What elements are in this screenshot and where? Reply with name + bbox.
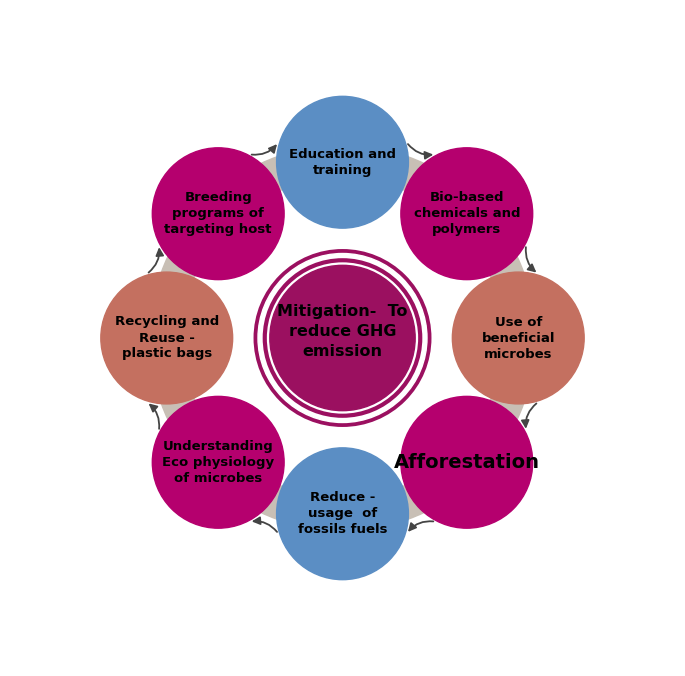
Text: Use of
beneficial
microbes: Use of beneficial microbes: [482, 316, 555, 360]
Circle shape: [401, 396, 533, 528]
Circle shape: [401, 148, 533, 280]
Text: Understanding
Eco physiology
of microbes: Understanding Eco physiology of microbes: [162, 440, 274, 485]
Circle shape: [270, 265, 415, 411]
Circle shape: [150, 145, 535, 531]
Text: Reduce -
usage  of
fossils fuels: Reduce - usage of fossils fuels: [298, 491, 387, 536]
Text: Afforestation: Afforestation: [394, 453, 540, 472]
Circle shape: [277, 448, 408, 580]
Text: Mitigation-  To
reduce GHG
emission: Mitigation- To reduce GHG emission: [277, 304, 408, 358]
Circle shape: [277, 97, 408, 228]
Circle shape: [184, 179, 501, 497]
Circle shape: [256, 251, 429, 425]
Text: Breeding
programs of
targeting host: Breeding programs of targeting host: [164, 191, 272, 236]
Circle shape: [152, 148, 284, 280]
Text: Education and
training: Education and training: [289, 148, 396, 176]
Circle shape: [452, 272, 584, 404]
Circle shape: [258, 254, 427, 422]
Circle shape: [152, 396, 284, 528]
Circle shape: [101, 272, 233, 404]
Text: Bio-based
chemicals and
polymers: Bio-based chemicals and polymers: [414, 191, 520, 236]
Text: Recycling and
Reuse -
plastic bags: Recycling and Reuse - plastic bags: [114, 316, 219, 360]
